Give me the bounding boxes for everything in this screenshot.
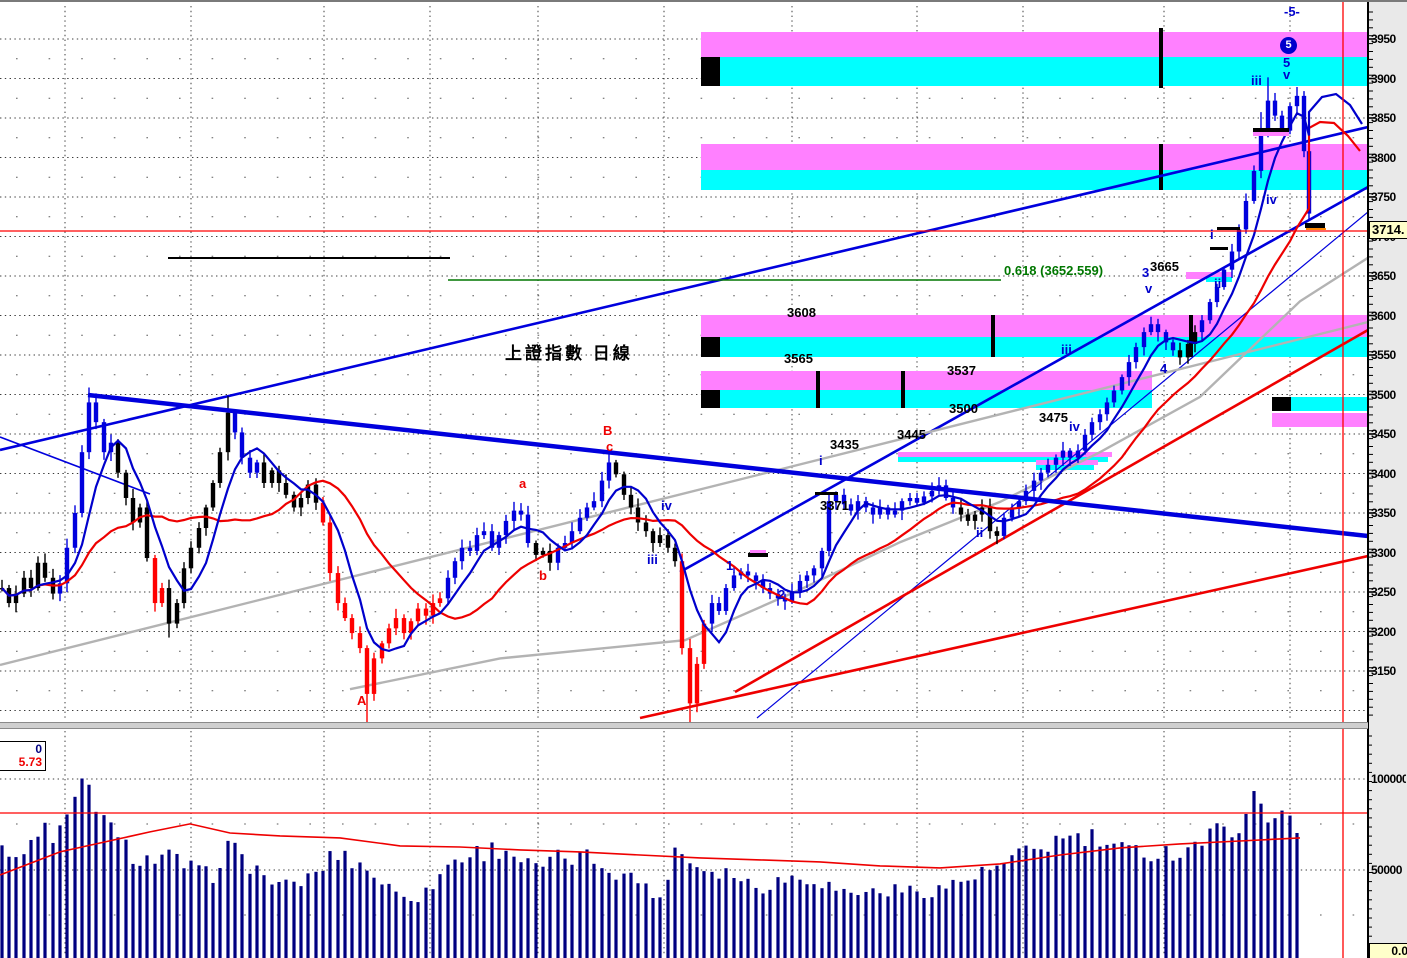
volume-corner-value: 0.0 bbox=[1369, 943, 1407, 958]
candlestick-series bbox=[0, 77, 1312, 722]
price-level-label: 3500 bbox=[949, 401, 978, 416]
elliott-wave-label: 1 bbox=[726, 558, 734, 573]
elliott-wave-label: c bbox=[606, 439, 614, 454]
price-level-label: 3665 bbox=[1150, 259, 1179, 274]
elliott-wave-label: iv bbox=[1266, 192, 1277, 207]
price-axis-label: 3450 bbox=[1371, 428, 1396, 440]
elliott-wave-label: A bbox=[357, 693, 367, 708]
main-downtrend-line bbox=[87, 392, 1368, 539]
elliott-wave-label: iii bbox=[1251, 73, 1262, 88]
price-axis-label: 3250 bbox=[1371, 586, 1396, 598]
elliott-wave-label: i bbox=[819, 453, 823, 468]
elliott-wave-label: 2 bbox=[778, 587, 786, 602]
elliott-wave-label: ii bbox=[1214, 276, 1222, 291]
price-axis-label: 3900 bbox=[1371, 72, 1396, 85]
volume-ma-line bbox=[0, 823, 1301, 876]
volume-pane bbox=[0, 731, 1368, 958]
axis-background bbox=[1369, 0, 1407, 958]
price-axis-label: 3150 bbox=[1371, 665, 1396, 677]
price-axis-label: 3950 bbox=[1371, 33, 1396, 45]
price-axis-label: 3750 bbox=[1371, 191, 1396, 203]
elliott-wave-label: iii bbox=[647, 552, 658, 567]
price-level-label: 3371 bbox=[820, 498, 849, 513]
elliott-wave-label: iii bbox=[1061, 342, 1072, 357]
elliott-wave-label: v bbox=[1145, 281, 1153, 296]
price-axis-label: 3300 bbox=[1371, 546, 1396, 559]
price-axis-label: 3800 bbox=[1371, 151, 1396, 164]
volume-indicator-line1: 0 bbox=[35, 742, 42, 756]
circled-wave-5-badge: 5 bbox=[1280, 37, 1297, 54]
elliott-wave-label: 3 bbox=[1142, 265, 1150, 280]
elliott-wave-label: iv bbox=[661, 498, 672, 513]
elliott-wave-label: 4 bbox=[1160, 361, 1168, 376]
last-price-box: 3714. bbox=[1369, 221, 1407, 239]
price-level-label: 3565 bbox=[784, 351, 813, 366]
price-level-label: 3537 bbox=[947, 363, 976, 378]
window-top-border bbox=[0, 0, 1407, 2]
price-axis-label: 3400 bbox=[1371, 467, 1396, 480]
elliott-wave-label: b bbox=[539, 568, 547, 583]
price-level-label: 3608 bbox=[787, 305, 816, 320]
elliott-wave-label: v bbox=[1283, 67, 1291, 82]
elliott-wave-label: a bbox=[519, 476, 527, 491]
elliott-wave-label: iv bbox=[1069, 419, 1080, 434]
price-level-label: 3445 bbox=[897, 427, 926, 442]
price-level-label: 3475 bbox=[1039, 410, 1068, 425]
elliott-wave-label: -5- bbox=[1284, 4, 1300, 19]
volume-bars bbox=[0, 778, 1299, 958]
price-pane bbox=[0, 6, 1368, 722]
price-axis-label: 3600 bbox=[1371, 309, 1396, 322]
elliott-wave-label: ii bbox=[976, 525, 984, 540]
price-level-label: 3435 bbox=[830, 437, 859, 452]
volume-indicator-line2: 5.73 bbox=[18, 755, 42, 769]
price-axis-label: 3650 bbox=[1371, 270, 1396, 282]
pane-splitter[interactable] bbox=[0, 722, 1368, 729]
support-resistance-bands bbox=[701, 28, 1368, 470]
price-axis-label: 3350 bbox=[1371, 507, 1396, 519]
moving-average-lines bbox=[1, 92, 1363, 653]
elliott-wave-label: B bbox=[603, 423, 613, 438]
price-axis-label: 3500 bbox=[1371, 388, 1396, 401]
volume-axis-label: 100000 bbox=[1371, 773, 1406, 786]
level-marker-bars bbox=[168, 128, 1326, 557]
price-axis-label: 3850 bbox=[1371, 112, 1396, 124]
price-axis-label: 3200 bbox=[1371, 625, 1396, 638]
crosshair-lines bbox=[0, 0, 1368, 958]
fibonacci-level-label: 0.618 (3652.559) bbox=[1004, 263, 1104, 278]
elliott-wave-label: i bbox=[1210, 227, 1214, 242]
price-axis-label: 3550 bbox=[1371, 349, 1396, 361]
volume-axis-label: 50000 bbox=[1371, 864, 1402, 877]
chart-title: 上證指數 日線 bbox=[505, 344, 633, 363]
volume-indicator-box: 0 5.73 bbox=[0, 741, 46, 771]
elliott-wave-label: 5 bbox=[1283, 55, 1291, 70]
